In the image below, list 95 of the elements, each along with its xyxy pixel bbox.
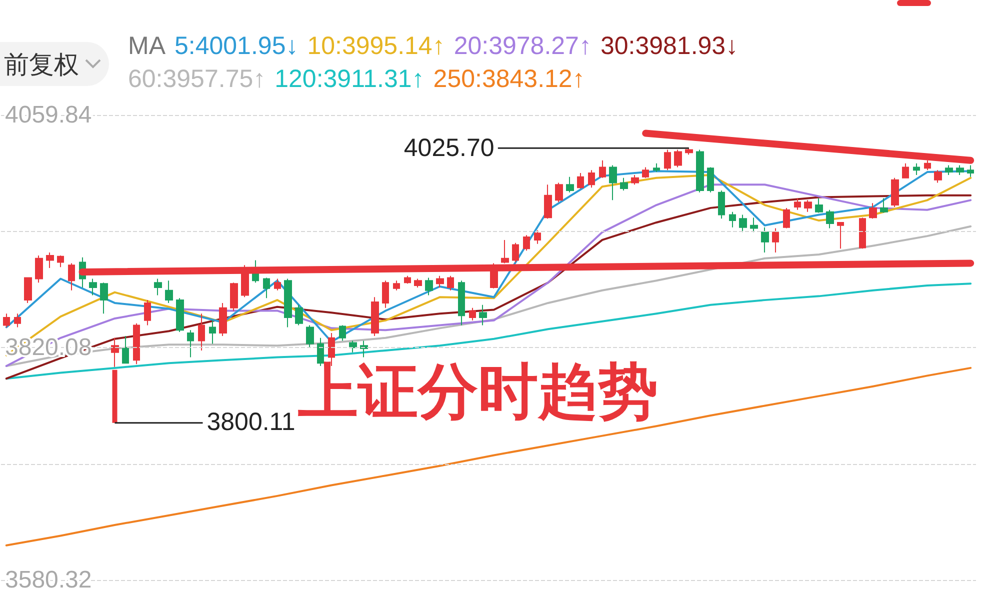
annotation: 3800.11 bbox=[206, 408, 296, 438]
candlestick bbox=[566, 176, 574, 193]
candlestick bbox=[696, 149, 704, 193]
candlestick bbox=[35, 254, 43, 284]
candlestick bbox=[804, 200, 812, 212]
candlestick bbox=[772, 228, 779, 254]
candlestick bbox=[544, 184, 552, 220]
candlestick bbox=[880, 198, 888, 214]
y-tick-label: 3580.32 bbox=[5, 566, 92, 594]
candlestick bbox=[295, 304, 303, 326]
candlestick bbox=[869, 202, 877, 220]
candlestick bbox=[783, 207, 790, 229]
candlestick bbox=[404, 275, 411, 284]
candlestick bbox=[447, 275, 454, 291]
candlestick bbox=[523, 234, 530, 252]
candlestick bbox=[479, 304, 487, 326]
candlestick bbox=[674, 149, 682, 168]
text: 120:3911.31↑ bbox=[274, 64, 424, 95]
text: 5:4001.95↓ bbox=[174, 31, 298, 62]
candlestick bbox=[794, 198, 801, 210]
candlestick bbox=[620, 177, 628, 191]
candlestick bbox=[837, 222, 844, 250]
candlestick bbox=[371, 296, 379, 336]
legend-label: 60:3957.75↑ bbox=[128, 64, 266, 95]
candlestick bbox=[956, 164, 964, 176]
candlestick bbox=[414, 278, 422, 288]
candlestick bbox=[653, 162, 660, 173]
candlestick bbox=[187, 330, 194, 358]
candlestick bbox=[425, 277, 433, 296]
candlestick bbox=[891, 177, 899, 208]
candlestick bbox=[707, 166, 714, 193]
candlestick bbox=[349, 340, 357, 353]
candlestick bbox=[934, 170, 942, 184]
candlestick bbox=[46, 252, 54, 269]
candlestick bbox=[3, 313, 10, 328]
candlestick bbox=[609, 164, 617, 201]
candlestick bbox=[360, 340, 368, 358]
candlestick bbox=[100, 282, 108, 314]
candlestick bbox=[469, 307, 476, 321]
candlestick bbox=[436, 275, 444, 288]
text: 30:3981.93↓ bbox=[600, 31, 738, 62]
annotation: 4025.70 bbox=[404, 134, 494, 163]
candlestick bbox=[14, 313, 21, 328]
candlestick bbox=[263, 277, 270, 299]
annotation: 上证分时趋势 bbox=[298, 356, 658, 429]
candlestick bbox=[588, 170, 595, 188]
candlestick bbox=[555, 182, 563, 203]
candlestick bbox=[599, 160, 606, 178]
candlestick bbox=[111, 337, 119, 368]
candlestick bbox=[306, 324, 314, 348]
candlestick bbox=[458, 280, 465, 326]
candlestick bbox=[393, 280, 400, 291]
candlestick bbox=[339, 324, 346, 342]
candlestick bbox=[826, 209, 834, 229]
candlestick bbox=[68, 262, 75, 291]
candlestick bbox=[534, 230, 541, 244]
candlestick bbox=[577, 172, 584, 190]
text: 前复权 bbox=[4, 50, 79, 80]
candlestick bbox=[154, 278, 162, 296]
candlestick bbox=[230, 282, 238, 312]
candlestick bbox=[512, 242, 519, 263]
candlestick bbox=[219, 302, 227, 336]
candlestick bbox=[859, 217, 866, 250]
candlestick bbox=[631, 174, 639, 186]
candlestick bbox=[642, 166, 649, 178]
y-tick-label: 4059.84 bbox=[5, 102, 92, 128]
candlestick bbox=[144, 300, 151, 326]
candlestick bbox=[274, 278, 281, 291]
candlestick bbox=[945, 164, 953, 176]
candlestick bbox=[133, 322, 140, 365]
candlestick bbox=[739, 214, 747, 233]
candlestick bbox=[57, 254, 64, 268]
candlestick bbox=[815, 198, 823, 214]
candlestick bbox=[685, 148, 693, 156]
candlestick bbox=[209, 320, 216, 344]
text: 20:3978.27↑ bbox=[454, 31, 592, 62]
candlestick bbox=[913, 162, 920, 176]
candlestick bbox=[89, 278, 97, 296]
candlestick bbox=[718, 190, 725, 220]
candlestick bbox=[176, 298, 184, 333]
candlestick bbox=[165, 280, 173, 304]
text: 10:3995.14↑ bbox=[307, 31, 445, 62]
candlestick bbox=[122, 335, 129, 364]
candlestick bbox=[24, 277, 32, 304]
candlestick bbox=[664, 149, 671, 171]
candlestick bbox=[284, 278, 292, 328]
candlestick bbox=[967, 164, 974, 178]
candlestick bbox=[902, 162, 909, 178]
candlestick bbox=[729, 211, 736, 228]
candlestick bbox=[761, 226, 769, 254]
candlestick bbox=[382, 280, 389, 308]
text: 250:3843.12↑ bbox=[433, 64, 585, 95]
candlestick bbox=[750, 217, 758, 233]
candlestick bbox=[198, 313, 205, 351]
legend-title: MA bbox=[128, 31, 166, 62]
